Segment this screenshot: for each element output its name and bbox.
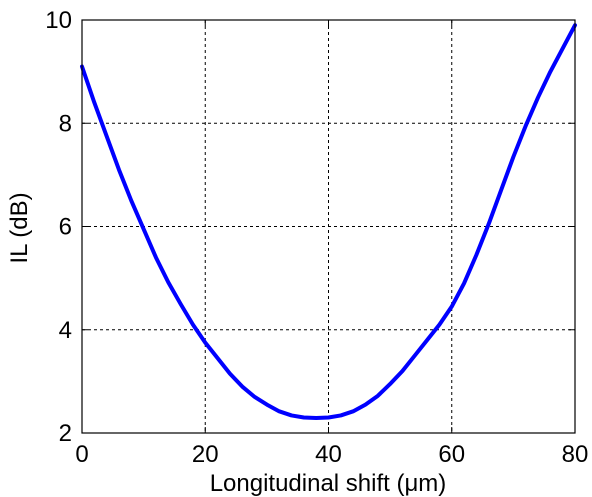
x-tick-label: 0 [75, 441, 88, 468]
x-tick-label: 80 [562, 441, 589, 468]
y-tick-label: 10 [45, 7, 72, 34]
y-axis-label: IL (dB) [6, 192, 33, 263]
y-tick-label: 4 [59, 317, 72, 344]
y-tick-label: 8 [59, 110, 72, 137]
tick-layer: 0 20 40 60 80 2 4 6 8 10 [45, 7, 588, 468]
y-tick-label: 2 [59, 420, 72, 447]
y-tick-label: 6 [59, 214, 72, 241]
x-tick-label: 60 [438, 441, 465, 468]
line-layer [80, 23, 577, 421]
series-line [80, 23, 577, 421]
x-axis-label: Longitudinal shift (μm) [210, 470, 447, 497]
x-tick-label: 40 [315, 441, 342, 468]
x-tick-label: 20 [192, 441, 219, 468]
grid-layer [82, 20, 575, 433]
